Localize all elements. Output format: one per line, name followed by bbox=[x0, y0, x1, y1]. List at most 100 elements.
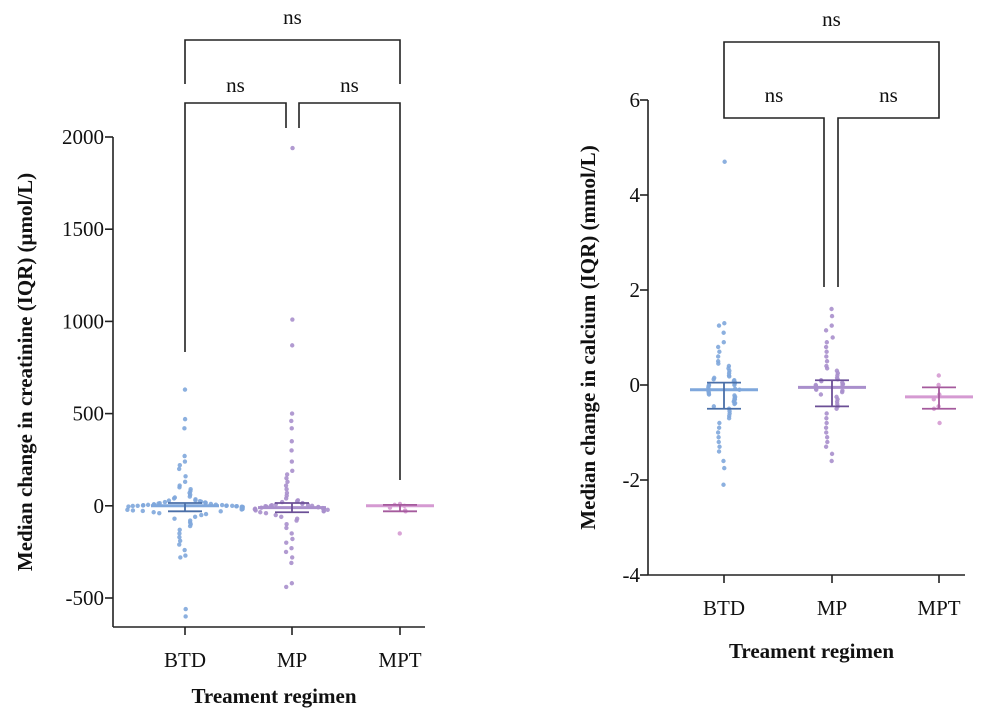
data-point-btd bbox=[183, 553, 188, 558]
data-point-mp bbox=[289, 426, 294, 431]
data-point-btd bbox=[193, 498, 198, 503]
data-point-mp bbox=[273, 512, 278, 518]
sig-bracket-btd-mpt bbox=[723, 41, 940, 97]
y-tick-label: 4 bbox=[630, 183, 641, 207]
y-axis-title: Median change in calcium (IQR) (mmol/L) bbox=[576, 145, 600, 529]
data-point-mp bbox=[289, 459, 295, 464]
data-point-mp bbox=[290, 317, 295, 322]
data-point-btd bbox=[716, 449, 722, 454]
data-point-btd bbox=[716, 425, 722, 430]
data-point-btd bbox=[721, 482, 726, 487]
data-point-btd bbox=[182, 426, 187, 431]
y-tick-label: 2 bbox=[630, 278, 641, 302]
y-tick-label: -2 bbox=[623, 468, 641, 492]
data-point-mp bbox=[829, 323, 834, 328]
y-tick-label: -500 bbox=[66, 586, 105, 610]
data-point-mp bbox=[283, 483, 289, 488]
data-point-mp bbox=[824, 349, 829, 354]
data-point-btd bbox=[716, 361, 721, 366]
data-point-btd bbox=[157, 510, 162, 516]
data-point-mp bbox=[289, 531, 294, 536]
data-point-mp bbox=[284, 472, 290, 477]
data-point-btd bbox=[166, 498, 172, 503]
data-point-btd bbox=[177, 463, 183, 468]
data-point-mp bbox=[834, 406, 839, 411]
data-point-mp bbox=[289, 560, 294, 566]
data-point-mp bbox=[290, 468, 295, 473]
data-point-mp bbox=[253, 508, 258, 513]
data-point-mpt bbox=[936, 382, 941, 388]
data-point-mp bbox=[830, 335, 835, 340]
data-point-btd bbox=[130, 508, 136, 513]
data-point-btd bbox=[722, 465, 727, 471]
data-point-mp bbox=[321, 509, 326, 514]
sig-label-btd-mpt: ns bbox=[283, 5, 302, 29]
y-tick-label: 0 bbox=[630, 373, 641, 397]
data-point-btd bbox=[182, 459, 188, 464]
data-point-mp bbox=[290, 536, 295, 542]
data-point-btd bbox=[715, 344, 721, 350]
y-tick-label: 500 bbox=[73, 402, 105, 426]
data-point-btd bbox=[172, 516, 177, 521]
data-point-mp bbox=[258, 510, 263, 515]
x-tick-label: MP bbox=[817, 596, 847, 620]
y-tick-label: 1500 bbox=[62, 217, 104, 241]
data-point-mp bbox=[289, 448, 294, 453]
data-point-mpt bbox=[397, 531, 402, 536]
data-point-mp bbox=[284, 487, 289, 492]
data-point-btd bbox=[183, 606, 188, 612]
data-point-mp bbox=[823, 344, 829, 350]
creatinine-panel: -500 0 500 1000 1500 2000 BTD MP MPT Treament reg… bbox=[13, 5, 434, 708]
data-point-btd bbox=[239, 507, 244, 512]
x-tick-label: BTD bbox=[164, 648, 206, 672]
data-point-btd bbox=[219, 502, 225, 508]
data-point-btd bbox=[716, 435, 721, 440]
data-point-btd bbox=[177, 531, 182, 536]
data-point-btd bbox=[717, 420, 722, 426]
sig-label-mp-mpt: ns bbox=[340, 73, 359, 97]
data-point-btd bbox=[722, 159, 727, 164]
sig-label-btd-mpt: ns bbox=[822, 7, 841, 31]
x-tick-label: BTD bbox=[703, 596, 745, 620]
data-point-mp bbox=[289, 581, 295, 586]
data-point-btd bbox=[177, 538, 183, 544]
x-tick-label: MPT bbox=[917, 596, 960, 620]
sig-label-btd-mp: ns bbox=[765, 83, 784, 107]
data-point-btd bbox=[721, 458, 726, 464]
data-point-mp bbox=[823, 444, 829, 449]
data-point-mp bbox=[824, 435, 830, 440]
data-point-btd bbox=[726, 416, 732, 421]
data-point-mp bbox=[824, 340, 830, 345]
data-point-mpt bbox=[937, 420, 942, 426]
data-point-mp bbox=[824, 359, 830, 364]
data-point-btd bbox=[727, 374, 732, 379]
data-point-mp bbox=[285, 479, 290, 485]
data-point-mp bbox=[263, 510, 269, 516]
x-tick-label: MP bbox=[277, 648, 307, 672]
data-point-mp bbox=[829, 451, 835, 457]
data-point-mp bbox=[824, 354, 829, 359]
data-point-btd bbox=[715, 354, 721, 359]
data-point-btd bbox=[182, 547, 187, 553]
data-point-btd bbox=[199, 512, 204, 518]
x-axis-title: Treament regimen bbox=[729, 639, 894, 663]
data-point-btd bbox=[717, 444, 722, 449]
data-point-mp bbox=[823, 425, 829, 430]
data-point-btd bbox=[716, 323, 722, 328]
sig-bracket-btd-mpt bbox=[184, 39, 401, 84]
data-point-mp bbox=[289, 411, 295, 416]
sig-bracket-btd-mp bbox=[723, 97, 825, 287]
y-tick-label: 0 bbox=[94, 494, 105, 518]
data-point-btd bbox=[234, 504, 239, 509]
data-point-btd bbox=[230, 503, 235, 508]
data-point-btd bbox=[182, 479, 188, 485]
data-point-btd bbox=[706, 392, 712, 397]
y-axis-title: Median change in creatinine (IQR) (μmol/… bbox=[13, 173, 37, 571]
data-point-mp bbox=[824, 416, 829, 421]
data-point-mp bbox=[829, 313, 835, 319]
data-point-btd bbox=[125, 507, 130, 513]
data-point-mp bbox=[289, 439, 294, 444]
data-point-mp bbox=[824, 420, 829, 426]
data-point-btd bbox=[126, 504, 131, 509]
